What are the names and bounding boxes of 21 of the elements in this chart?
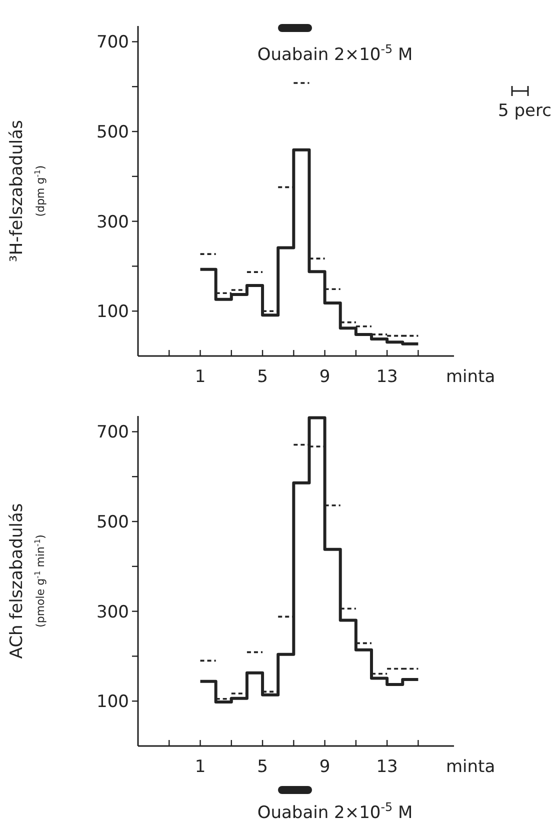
y-tick-label: 100 (96, 302, 129, 322)
x-axis-title: minta (446, 757, 496, 777)
text: Ouabain 2×10$^{-5}$ M (257, 800, 413, 823)
y-tick-label: 500 (96, 512, 129, 532)
x-tick-label: 13 (376, 367, 398, 387)
x-tick-label: 1 (194, 757, 206, 777)
annotation: Ouabain 2×10$^{-5}$ M (257, 42, 413, 65)
x-tick-label: 1 (194, 367, 206, 387)
x-tick-label: 5 (257, 757, 268, 777)
x-tick-label: 9 (319, 757, 330, 777)
y-tick-label: 500 (96, 122, 129, 142)
x-axis-title: minta (446, 367, 496, 387)
x-tick-label: 13 (376, 757, 398, 777)
y-tick-label: 300 (96, 212, 129, 232)
text: 5 perc (498, 101, 552, 121)
y-tick-label: 700 (96, 422, 129, 443)
x-tick-label: 9 (319, 367, 330, 387)
x-tick-label: 5 (257, 367, 268, 387)
y-tick-label: 700 (96, 32, 129, 53)
y-tick-label: 100 (96, 692, 129, 712)
y-tick-label: 300 (96, 602, 129, 622)
